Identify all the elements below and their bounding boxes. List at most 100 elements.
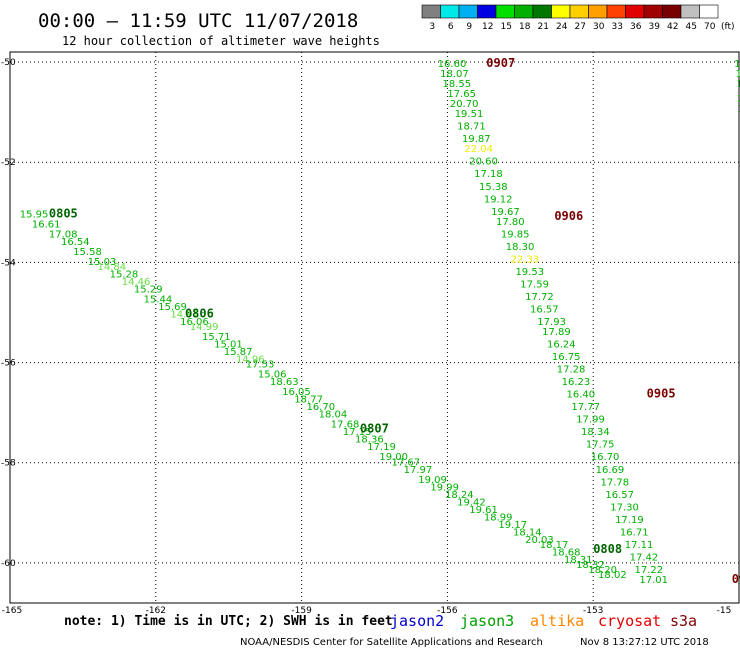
wave-height-value: 17.68 xyxy=(331,420,360,431)
wave-height-value: 20.60 xyxy=(469,157,498,168)
wave-height-value: 16.57 xyxy=(530,304,559,315)
legend-label-45: 45 xyxy=(686,22,697,32)
x-tick-label: -165 xyxy=(2,606,22,616)
wave-height-value: 14.91 xyxy=(170,309,199,320)
y-tick-label: -56 xyxy=(1,359,16,369)
legend-swatch-12 xyxy=(477,4,497,19)
y-tick-label: -50 xyxy=(1,58,16,68)
wave-height-value: 17.22 xyxy=(635,565,664,576)
wave-height-value: 19.42 xyxy=(457,497,486,508)
legend-label-36: 36 xyxy=(630,22,642,32)
satellite-s3a: s3a xyxy=(670,612,697,630)
footer-timestamp: Nov 8 13:27:12 UTC 2018 xyxy=(580,637,709,648)
wave-height-value: 15.06 xyxy=(258,370,287,381)
wave-height-value: 17.42 xyxy=(630,552,659,563)
legend-label-12: 12 xyxy=(482,22,493,32)
wave-height-value: 17.53 xyxy=(246,360,275,371)
wave-height-value: 20. xyxy=(738,94,740,105)
wave-height-value: 18.34 xyxy=(581,427,610,438)
wave-height-value: 17.93 xyxy=(537,317,566,328)
pass-time-label: 0805 xyxy=(49,206,78,220)
legend-label-15: 15 xyxy=(501,22,512,32)
wave-height-value: 16.05 xyxy=(282,387,311,398)
wave-height-value: 17.15 xyxy=(343,427,372,438)
wave-height-value: 22.04 xyxy=(464,144,493,155)
satellite-jason2: jason2 xyxy=(390,612,444,630)
legend-swatch-36 xyxy=(625,4,645,19)
legend-swatch-30 xyxy=(588,4,608,19)
legend-swatch-39 xyxy=(643,4,663,19)
legend-swatch-21 xyxy=(532,4,552,19)
wave-height-value: 16.75 xyxy=(552,352,581,363)
wave-height-value: 16.40 xyxy=(566,390,595,401)
wave-height-value: 17.65 xyxy=(447,89,476,100)
y-tick-label: -58 xyxy=(1,459,16,469)
color-scale-legend: 3 6 9 12 15 18 21 24 27 30 33 36 39 42 45 70 (ft) xyxy=(421,4,735,32)
legend-label-42: 42 xyxy=(667,22,678,32)
wave-height-value: 16.71 xyxy=(620,527,649,538)
wave-height-value: 14.84 xyxy=(97,262,126,273)
wave-height-value: 17.19 xyxy=(615,515,644,526)
wave-height-value: 20.70 xyxy=(450,99,479,110)
wave-height-value: 19.51 xyxy=(455,109,484,120)
legend-label-9: 9 xyxy=(466,22,472,32)
wave-height-value: 17.77 xyxy=(571,402,600,413)
wave-height-value: 19.53 xyxy=(515,267,544,278)
wave-height-value: 19.09 xyxy=(418,475,447,486)
y-tick-label: -52 xyxy=(1,158,16,168)
wave-height-value: 16.70 xyxy=(306,402,335,413)
wave-height-value: 18.07 xyxy=(440,69,469,80)
legend-swatch-70 xyxy=(699,4,719,19)
x-tick-label: -153 xyxy=(583,606,603,616)
wave-height-value: 18.36 xyxy=(355,435,384,446)
wave-height-value: 15.38 xyxy=(479,182,508,193)
satellite-cryosat: cryosat xyxy=(598,612,661,630)
wave-height-value: 15.58 xyxy=(73,247,102,258)
wave-height-value: 19. xyxy=(738,104,740,115)
legend-unit: (ft) xyxy=(721,22,735,32)
wave-height-value: 18.99 xyxy=(484,512,513,523)
wave-height-value: 17.01 xyxy=(639,575,668,586)
wave-height-value: 19.85 xyxy=(501,229,530,240)
wave-height-value: 18.63 xyxy=(270,377,299,388)
pass-time-label: 0806 xyxy=(185,306,214,320)
satellite-altika: altika xyxy=(530,612,584,630)
wave-height-value: 17.72 xyxy=(525,292,554,303)
legend-label-33: 33 xyxy=(612,22,623,32)
wave-height-value: 15.29 xyxy=(134,284,163,295)
wave-height-value: 19.99 xyxy=(430,482,459,493)
wave-height-value: 19.61 xyxy=(469,505,498,516)
satellite-legend: jason2 jason3 altika cryosat s3a xyxy=(390,612,697,630)
map-subtitle: 12 hour collection of altimeter wave hei… xyxy=(62,34,380,48)
wave-height-value: 18.68 xyxy=(552,547,581,558)
legend-swatch-18 xyxy=(514,4,534,19)
wave-height-value: 17.11 xyxy=(625,540,654,551)
wave-height-value: 19.17 xyxy=(498,520,527,531)
wave-height-value: 17.78 xyxy=(600,477,629,488)
plot-area: -165 -162 -159 -156 -153 -15 -50 -52 -54 -56 -58 -6… xyxy=(1,51,740,616)
legend-label-18: 18 xyxy=(519,22,531,32)
wave-height-value: 18.17 xyxy=(540,540,569,551)
pass-time-label: 0906 xyxy=(554,209,583,223)
wave-height-value: 15.28 xyxy=(110,269,139,280)
wave-height-value: 17.59 xyxy=(520,279,549,290)
wave-height-value: 17.97 xyxy=(404,465,433,476)
wave-height-value: 17.80 xyxy=(496,217,525,228)
wave-height-value: 16.60 xyxy=(438,59,467,70)
wave-height-value: 15.87 xyxy=(224,347,253,358)
legend-label-70: 70 xyxy=(704,22,716,32)
wave-height-value: 18.04 xyxy=(319,410,348,421)
wave-height-value: 16.57 xyxy=(605,490,634,501)
legend-swatch-42 xyxy=(662,4,682,19)
x-tick-label: -159 xyxy=(291,606,312,616)
wave-height-value: 14.46 xyxy=(122,277,151,288)
wave-height-value: 19.67 xyxy=(491,207,520,218)
wave-height-value: 18.30 xyxy=(506,242,535,253)
pass-time-label: 0905 xyxy=(647,387,676,401)
wave-height-value: 17.28 xyxy=(557,365,586,376)
wave-height-value: 17.18 xyxy=(474,169,503,180)
wave-height-value: 16.23 xyxy=(562,377,591,388)
wave-height-value: 18.31 xyxy=(564,555,593,566)
pass-time-label: 0808 xyxy=(593,542,622,556)
